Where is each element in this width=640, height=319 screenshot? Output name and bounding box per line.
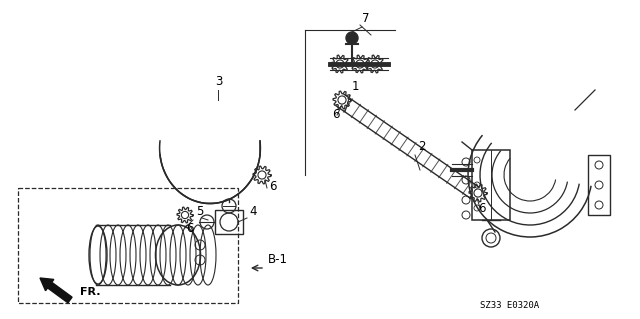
Bar xyxy=(18,188,238,303)
Bar xyxy=(588,155,610,215)
Text: 1: 1 xyxy=(352,80,360,93)
Bar xyxy=(472,150,510,220)
Text: 4: 4 xyxy=(249,205,257,218)
Text: 6: 6 xyxy=(269,180,276,193)
Text: 5: 5 xyxy=(196,205,204,218)
Text: 2: 2 xyxy=(418,140,426,153)
FancyArrow shape xyxy=(40,278,72,303)
Text: FR.: FR. xyxy=(80,287,100,297)
Text: SZ33 E0320A: SZ33 E0320A xyxy=(481,301,540,310)
Circle shape xyxy=(346,32,358,44)
Text: B-1: B-1 xyxy=(268,253,288,266)
Text: 7: 7 xyxy=(362,12,369,25)
Text: 6: 6 xyxy=(186,222,193,235)
Text: 6: 6 xyxy=(478,202,486,215)
Text: 6: 6 xyxy=(332,108,339,121)
Text: 3: 3 xyxy=(215,75,222,88)
Bar xyxy=(215,210,243,234)
